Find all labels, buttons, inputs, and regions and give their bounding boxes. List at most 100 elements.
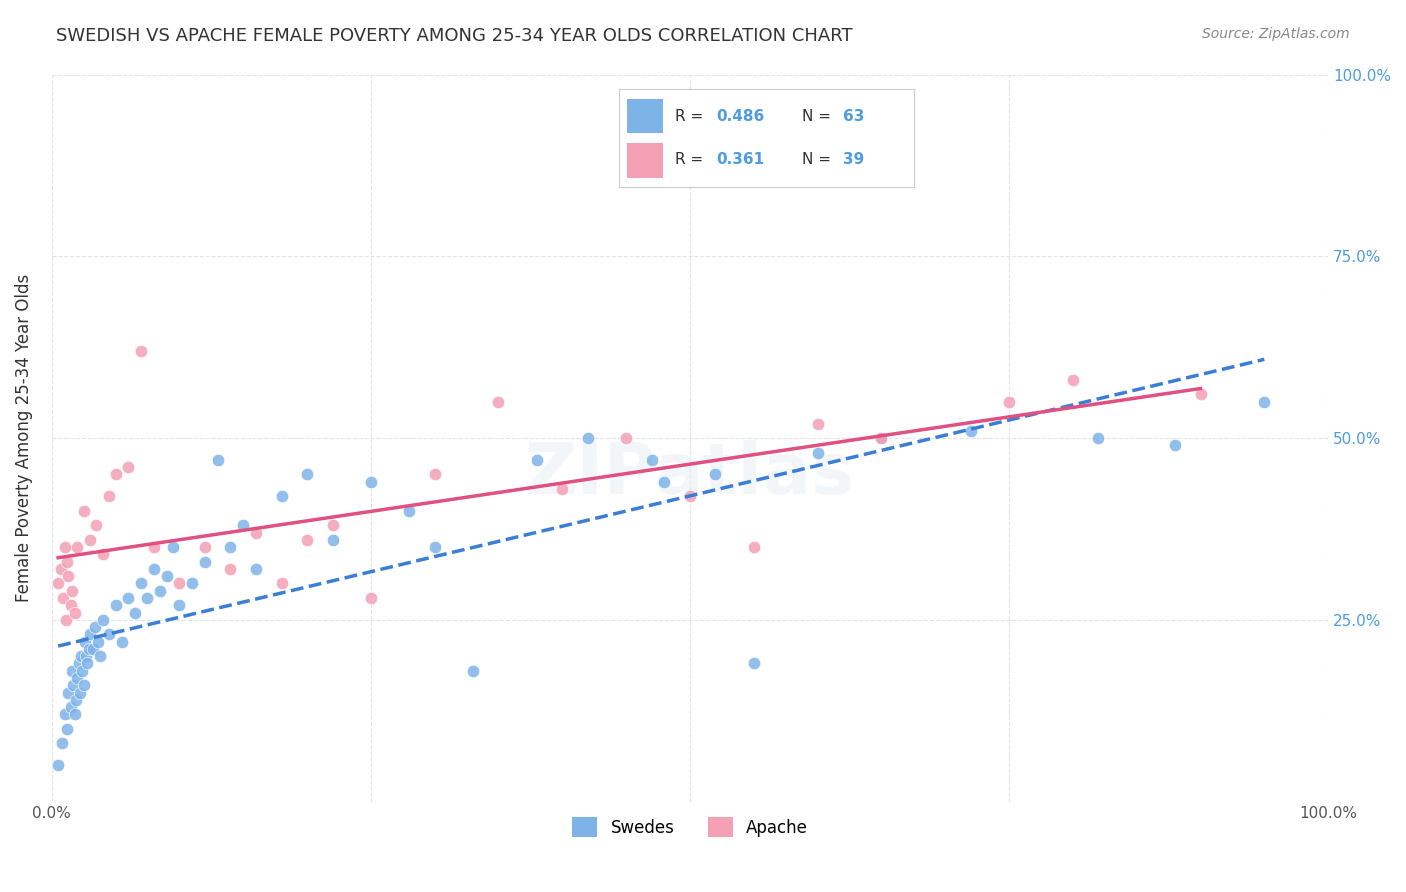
Point bbox=[56, 555, 79, 569]
Point bbox=[111, 634, 134, 648]
Text: N =: N = bbox=[801, 153, 835, 168]
Text: 0.486: 0.486 bbox=[716, 109, 765, 124]
Point bbox=[232, 518, 254, 533]
Point bbox=[104, 599, 127, 613]
Point bbox=[870, 431, 893, 445]
Point bbox=[63, 606, 86, 620]
Point bbox=[576, 431, 599, 445]
Point bbox=[1087, 431, 1109, 445]
Point bbox=[136, 591, 159, 605]
Point bbox=[91, 547, 114, 561]
Point bbox=[742, 657, 765, 671]
Point bbox=[551, 482, 574, 496]
FancyBboxPatch shape bbox=[627, 99, 664, 133]
Text: R =: R = bbox=[675, 109, 707, 124]
Point bbox=[46, 758, 69, 772]
Point bbox=[640, 453, 662, 467]
Point bbox=[207, 453, 229, 467]
Point bbox=[98, 627, 121, 641]
Point bbox=[194, 540, 217, 554]
Text: 63: 63 bbox=[844, 109, 865, 124]
Point bbox=[46, 576, 69, 591]
Point bbox=[1062, 373, 1084, 387]
Text: Source: ZipAtlas.com: Source: ZipAtlas.com bbox=[1202, 27, 1350, 41]
Point bbox=[742, 540, 765, 554]
Text: 0.361: 0.361 bbox=[716, 153, 765, 168]
Point bbox=[806, 417, 828, 431]
Legend: Swedes, Apache: Swedes, Apache bbox=[565, 811, 814, 844]
Point bbox=[219, 540, 242, 554]
Point bbox=[998, 394, 1021, 409]
Point bbox=[806, 445, 828, 459]
Point bbox=[66, 540, 89, 554]
Point bbox=[129, 343, 152, 358]
Point bbox=[142, 562, 165, 576]
Point bbox=[75, 649, 97, 664]
Point bbox=[129, 576, 152, 591]
Point bbox=[219, 562, 242, 576]
Point bbox=[56, 722, 79, 736]
Point bbox=[104, 467, 127, 482]
Point bbox=[51, 736, 73, 750]
Point bbox=[679, 489, 702, 503]
Point bbox=[461, 664, 484, 678]
Point bbox=[84, 620, 107, 634]
Point bbox=[194, 555, 217, 569]
Point bbox=[77, 641, 100, 656]
Point bbox=[360, 591, 382, 605]
Point bbox=[72, 664, 94, 678]
Point bbox=[49, 562, 72, 576]
Point bbox=[60, 664, 83, 678]
Point bbox=[142, 540, 165, 554]
Point bbox=[86, 518, 108, 533]
Point bbox=[53, 707, 76, 722]
Point bbox=[82, 641, 104, 656]
Point bbox=[66, 671, 89, 685]
Point bbox=[73, 634, 96, 648]
Point bbox=[270, 576, 292, 591]
Point bbox=[959, 424, 981, 438]
Point bbox=[322, 518, 344, 533]
Point bbox=[65, 693, 87, 707]
Point bbox=[91, 613, 114, 627]
Point bbox=[149, 583, 172, 598]
Point bbox=[169, 599, 191, 613]
Point bbox=[169, 576, 191, 591]
Point bbox=[423, 467, 446, 482]
FancyBboxPatch shape bbox=[627, 143, 664, 178]
Point bbox=[86, 634, 108, 648]
Point bbox=[53, 540, 76, 554]
Point bbox=[1253, 394, 1275, 409]
Point bbox=[62, 678, 84, 692]
Point bbox=[360, 475, 382, 489]
Point bbox=[295, 533, 318, 547]
Point bbox=[1164, 438, 1187, 452]
Text: N =: N = bbox=[801, 109, 835, 124]
Point bbox=[98, 489, 121, 503]
Point bbox=[79, 533, 101, 547]
Point bbox=[117, 591, 139, 605]
Point bbox=[117, 460, 139, 475]
Point bbox=[704, 467, 727, 482]
Point bbox=[322, 533, 344, 547]
Point bbox=[52, 591, 75, 605]
Point bbox=[59, 599, 82, 613]
Text: ZIPatlas: ZIPatlas bbox=[524, 440, 855, 509]
Text: 39: 39 bbox=[844, 153, 865, 168]
Point bbox=[295, 467, 318, 482]
Point bbox=[63, 707, 86, 722]
Point bbox=[55, 613, 77, 627]
Point bbox=[67, 657, 90, 671]
Point bbox=[58, 685, 80, 699]
Text: R =: R = bbox=[675, 153, 707, 168]
Point bbox=[526, 453, 548, 467]
Point bbox=[69, 685, 91, 699]
Point bbox=[73, 504, 96, 518]
Point bbox=[156, 569, 179, 583]
Point bbox=[58, 569, 80, 583]
Point bbox=[124, 606, 146, 620]
Point bbox=[79, 627, 101, 641]
Point bbox=[70, 649, 93, 664]
Point bbox=[73, 678, 96, 692]
Point bbox=[245, 525, 267, 540]
